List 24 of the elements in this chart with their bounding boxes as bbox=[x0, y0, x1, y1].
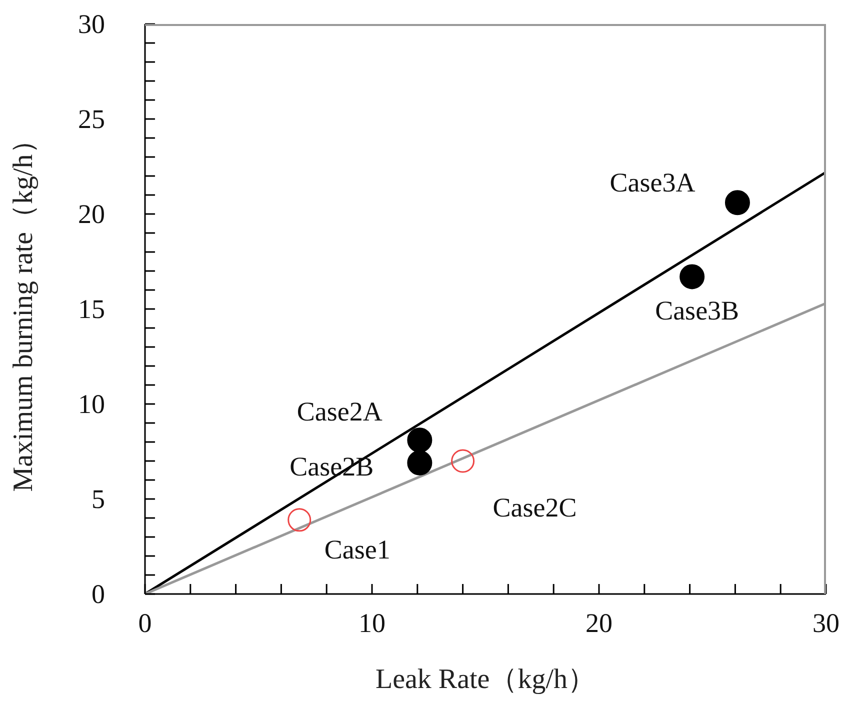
x-tick-label: 20 bbox=[586, 608, 612, 638]
point bbox=[724, 190, 750, 216]
point bbox=[288, 508, 312, 532]
y-tick-label: 0 bbox=[92, 579, 105, 609]
annotation: Case1 bbox=[324, 534, 390, 566]
annotation: Case3B bbox=[655, 295, 740, 326]
x-tick-label: 10 bbox=[358, 608, 386, 638]
x-axis-title: Leak Rate（kg/h） bbox=[375, 664, 596, 695]
point bbox=[451, 449, 475, 473]
point bbox=[407, 428, 432, 453]
point bbox=[680, 264, 705, 290]
y-tick-label: 5 bbox=[92, 484, 105, 514]
annotation: Case2C bbox=[492, 492, 577, 524]
y-tick-label: 20 bbox=[78, 199, 105, 229]
x-tick-label: 30 bbox=[812, 608, 840, 638]
y-axis-title: Maximum burning rate（kg/h） bbox=[8, 126, 39, 492]
annotation: Case2A bbox=[296, 396, 382, 428]
annotation: Case3A bbox=[610, 167, 696, 198]
x-tick-label: 0 bbox=[138, 608, 152, 638]
point bbox=[407, 450, 432, 476]
y-tick-label: 25 bbox=[78, 104, 105, 134]
y-tick-label: 10 bbox=[78, 389, 105, 419]
y-tick-label: 30 bbox=[78, 9, 105, 39]
y-tick-label: 15 bbox=[78, 294, 105, 324]
